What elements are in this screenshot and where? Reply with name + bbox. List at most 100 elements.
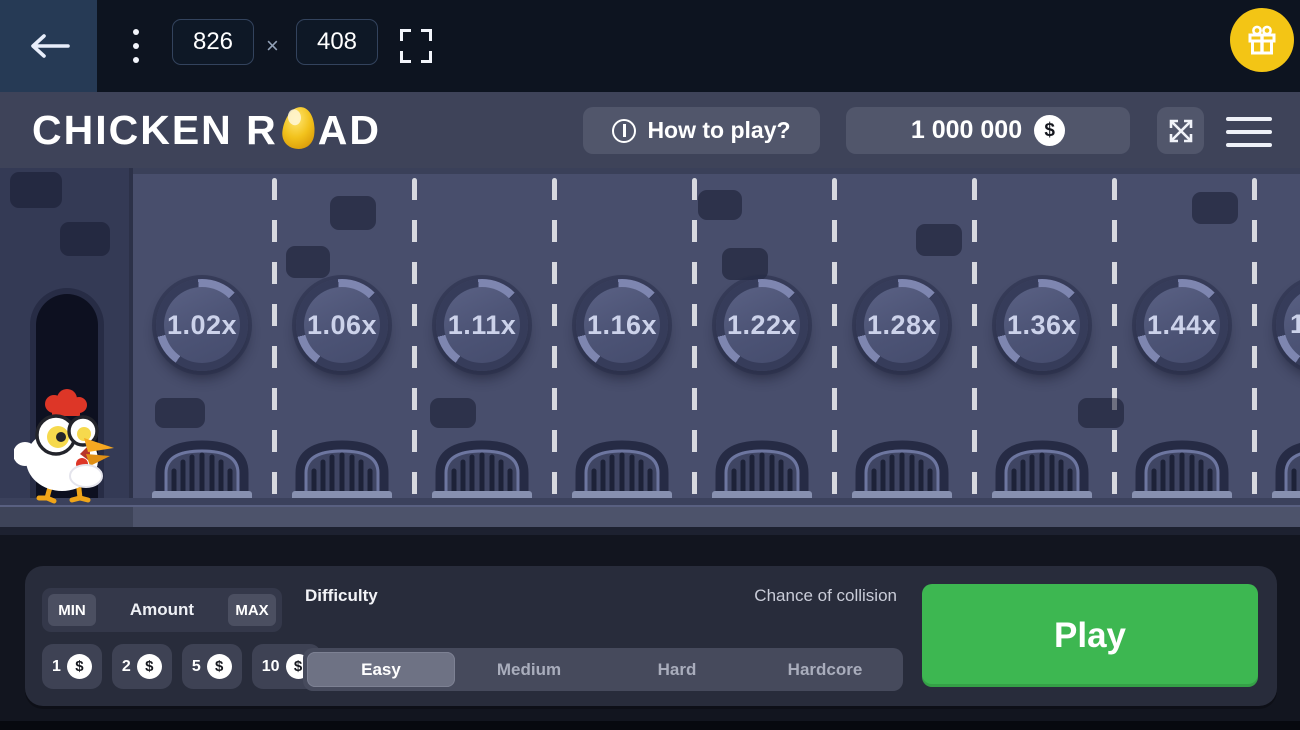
- multiplier-circle: 1.44x: [1136, 279, 1228, 371]
- sewer-grate-icon: [1130, 431, 1234, 503]
- bet-chip-1[interactable]: 1 $: [42, 644, 102, 689]
- dollar-coin-icon: $: [206, 654, 232, 679]
- game-logo: CHICKEN R AD: [32, 92, 381, 168]
- back-button[interactable]: [0, 0, 97, 92]
- bottom-edge: [0, 721, 1300, 730]
- multiplier-circle: 1.11x: [436, 279, 528, 371]
- lane-divider: [1252, 178, 1257, 505]
- fullscreen-icon[interactable]: [398, 27, 434, 65]
- curb-left: [0, 507, 133, 527]
- bet-chip-5[interactable]: 5 $: [181, 644, 242, 689]
- road-patch: [330, 196, 376, 230]
- chip-value: 1: [52, 657, 61, 675]
- multiplier-value: 1.22x: [726, 309, 798, 340]
- sewer-grate-icon: [990, 431, 1094, 503]
- chip-value: 5: [191, 657, 201, 675]
- multiplier-value: 1.36x: [1006, 309, 1078, 340]
- multiplier-value: 1.11x: [447, 309, 517, 340]
- difficulty-option-medium[interactable]: Medium: [455, 652, 603, 687]
- road-patch: [1192, 192, 1238, 224]
- game-header: CHICKEN R AD How to play? 1 000 000 $: [0, 92, 1300, 168]
- road-patch: [10, 172, 62, 208]
- lane-divider: [1112, 178, 1117, 505]
- dollar-coin-icon: $: [66, 654, 92, 679]
- kebab-menu-icon[interactable]: [124, 0, 148, 92]
- road-patch: [430, 398, 476, 428]
- gift-icon: [1248, 25, 1276, 55]
- multiplier-value: 1.44x: [1146, 309, 1218, 340]
- amount-bar[interactable]: MIN Amount MAX: [42, 588, 282, 632]
- road-bottom-edge: [0, 498, 1300, 505]
- expand-arrows-icon: [1169, 119, 1192, 142]
- multiplier-circle: 1.02x: [156, 279, 248, 371]
- sewer-grate-icon: [570, 431, 674, 503]
- bet-control-panel: MIN Amount MAX 1 $2 $5 $10 $ Difficulty Chan…: [25, 566, 1277, 706]
- multiplier-circle: 1.28x: [856, 279, 948, 371]
- gift-bonus-button[interactable]: [1230, 8, 1294, 72]
- difficulty-option-hard[interactable]: Hard: [603, 652, 751, 687]
- balance-display[interactable]: 1 000 000 $: [846, 107, 1130, 154]
- chip-value: 2: [121, 657, 131, 675]
- multiplier-circle: 1.22x: [716, 279, 808, 371]
- multiplier-circle: 1.16x: [576, 279, 668, 371]
- hamburger-menu-icon[interactable]: [1226, 117, 1272, 147]
- multiplier-circle: 1.06x: [296, 279, 388, 371]
- multiplier-circle: 1.36x: [996, 279, 1088, 371]
- sewer-grate-icon: [1270, 431, 1300, 503]
- multiply-sign: ×: [266, 33, 279, 58]
- info-icon: [612, 118, 637, 143]
- logo-text-right: AD: [317, 106, 382, 153]
- sewer-grate-icon: [430, 431, 534, 503]
- difficulty-option-hardcore[interactable]: Hardcore: [751, 652, 899, 687]
- lane-divider: [412, 178, 417, 505]
- bet-chips: 1 $2 $5 $10 $: [42, 644, 321, 689]
- logo-text-left: CHICKEN R: [32, 106, 278, 153]
- chicken-character: [14, 389, 114, 504]
- width-input[interactable]: 826: [172, 19, 254, 65]
- road-patch: [60, 222, 110, 256]
- difficulty-selector: Easy Medium Hard Hardcore: [303, 648, 903, 691]
- how-to-play-button[interactable]: How to play?: [583, 107, 820, 154]
- lane-divider: [972, 178, 977, 505]
- road-patch: [286, 246, 330, 278]
- sewer-grate-icon: [850, 431, 954, 503]
- bet-chip-2[interactable]: 2 $: [111, 644, 172, 689]
- lane-divider: [272, 178, 277, 505]
- multiplier-value: 1.28x: [866, 309, 938, 340]
- road-patch: [916, 224, 962, 256]
- play-button[interactable]: Play: [922, 584, 1258, 687]
- difficulty-option-easy[interactable]: Easy: [307, 652, 455, 687]
- road-patch: [155, 398, 205, 428]
- amount-label: Amount: [129, 600, 195, 619]
- multiplier-value: 1.02x: [166, 309, 238, 340]
- balance-value: 1 000 000: [910, 116, 1023, 144]
- road-patch: [698, 190, 742, 220]
- lane-divider: [832, 178, 837, 505]
- multiplier-circle: 1: [1276, 279, 1300, 371]
- min-bet-button[interactable]: MIN: [48, 594, 96, 626]
- multiplier-value: 1.16x: [586, 309, 658, 340]
- height-input[interactable]: 408: [296, 19, 378, 65]
- sewer-grate-icon: [290, 431, 394, 503]
- road-patch: [722, 248, 768, 280]
- lane-divider: [552, 178, 557, 505]
- curb-shadow: [0, 527, 1300, 535]
- how-to-play-label: How to play?: [647, 117, 791, 143]
- chip-value: 10: [261, 657, 280, 675]
- device-topbar: 826 × 408: [0, 0, 1300, 92]
- dollar-coin-icon: $: [1034, 115, 1066, 146]
- expand-button[interactable]: [1157, 107, 1204, 154]
- multiplier-value: 1: [1290, 309, 1300, 339]
- road-patch: [1078, 398, 1124, 428]
- dollar-coin-icon: $: [136, 654, 162, 679]
- sewer-grate-icon: [710, 431, 814, 503]
- left-arrow-icon: [30, 34, 70, 58]
- road-top-edge: [0, 168, 1300, 174]
- lane-divider: [692, 178, 697, 505]
- max-bet-button[interactable]: MAX: [228, 594, 276, 626]
- multiplier-value: 1.06x: [306, 309, 378, 340]
- road-game-area: 1.02x 1.06x 1.11x 1.16x 1.22x 1.28x 1.36x 1.44x…: [0, 168, 1300, 505]
- difficulty-label: Difficulty: [305, 586, 378, 605]
- sewer-grate-icon: [150, 431, 254, 503]
- golden-egg-icon: [282, 107, 315, 149]
